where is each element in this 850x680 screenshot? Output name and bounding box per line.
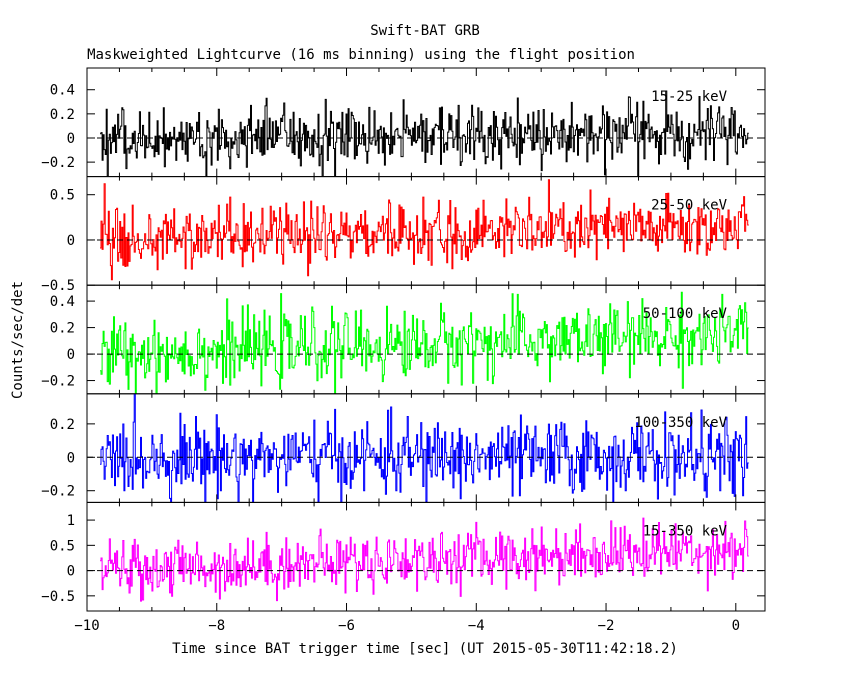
xtick-label-4: −4: [468, 618, 485, 634]
ytick-label-2-2: 0: [67, 233, 75, 249]
ytick-label-5-2: 0: [67, 564, 75, 580]
panel-4: −0.2 0 0.2 100-350 keV: [41, 393, 766, 503]
ytick-label-3-4: 0.4: [50, 294, 75, 310]
ytick-label-5-1: −0.5: [41, 589, 75, 605]
ytick-label-1-1: −0.2: [41, 155, 75, 171]
ytick-label-4-3: 0.2: [50, 417, 75, 433]
chart-title: Swift-BAT GRB: [370, 23, 480, 39]
panel-2: −0.5 0 0.5 25-50 keV: [41, 176, 766, 294]
panel-frame-5: [86, 501, 766, 612]
series-line-5: [100, 517, 749, 602]
ytick-label-4-1: −0.2: [41, 484, 75, 500]
ytick-label-2-1: −0.5: [41, 278, 75, 294]
panel-3: −0.2 0 0.2 0.4 50-100 keV: [41, 284, 766, 395]
ytick-label-3-3: 0.2: [50, 321, 75, 337]
ytick-label-1-2: 0: [67, 131, 75, 147]
panels-group: −0.200.20.4 15-25 keV−0.500.525-50 keV−0.…: [41, 67, 766, 634]
xtick-label-5: −2: [598, 618, 615, 634]
series-line-4: [100, 393, 749, 503]
band-label-5: 15-350 keV: [643, 523, 728, 539]
ytick-label-1-3: 0.2: [50, 107, 75, 123]
ytick-label-3-2: 0: [67, 347, 75, 363]
ytick-label-4-2: 0: [67, 450, 75, 466]
ytick-label-2-3: 0.5: [50, 188, 75, 204]
panel-1: −0.2 0 0.2 0.4 15-25 keV: [41, 67, 766, 178]
ytick-label-5-3: 0.5: [50, 538, 75, 554]
chart-subtitle: Maskweighted Lightcurve (16 ms binning) …: [87, 47, 635, 63]
y-axis-label: Counts/sec/det: [10, 281, 26, 399]
xtick-label-3: −6: [338, 618, 355, 634]
series-line-2: [100, 179, 749, 281]
xtick-label-1: −10: [74, 618, 99, 634]
band-label-3: 50-100 keV: [643, 306, 728, 322]
ytick-label-5-4: 1: [67, 513, 75, 529]
band-label-4: 100-350 keV: [634, 415, 727, 431]
panel-5: −0.5 0 0.5 1 15-350 keV: [41, 501, 766, 612]
band-label-1: 15-25 keV: [651, 89, 727, 105]
band-label-2: 25-50 keV: [651, 198, 727, 214]
series-line-1: [100, 90, 749, 177]
series-line-3: [100, 291, 749, 394]
ytick-label-1-4: 0.4: [50, 83, 75, 99]
xtick-label-6: 0: [732, 618, 740, 634]
xtick-label-2: −8: [208, 618, 225, 634]
x-axis-label: Time since BAT trigger time [sec] (UT 20…: [172, 641, 678, 657]
ytick-label-3-1: −0.2: [41, 374, 75, 390]
